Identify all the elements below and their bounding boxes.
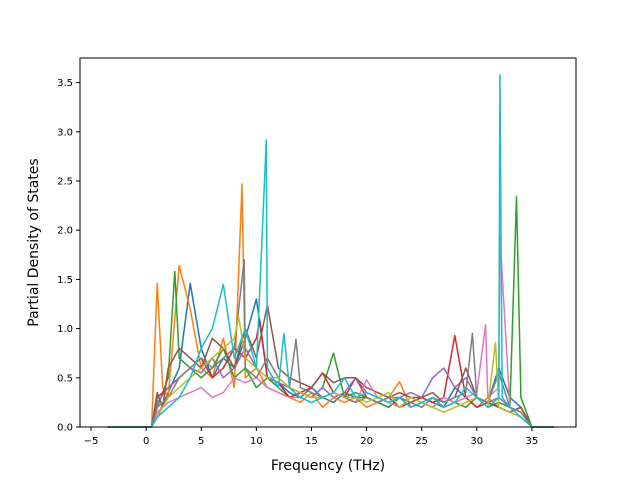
y-axis-ticks: 0.0 0.5 1.0 1.5 2.0 2.5 3.0 3.5 bbox=[57, 78, 80, 434]
x-tick-label: 5 bbox=[198, 436, 204, 447]
x-tick-label: 15 bbox=[305, 436, 318, 447]
y-tick-label: 2.5 bbox=[57, 177, 73, 188]
x-tick-label: 30 bbox=[470, 436, 483, 447]
y-tick-label: 2.0 bbox=[57, 226, 73, 237]
y-tick-label: 1.5 bbox=[57, 275, 73, 286]
x-tick-label: 25 bbox=[415, 436, 428, 447]
y-tick-label: 3.5 bbox=[57, 78, 73, 89]
y-tick-label: 3.0 bbox=[57, 127, 73, 138]
series-line-6 bbox=[107, 304, 554, 428]
x-tick-label: 0 bbox=[143, 436, 149, 447]
y-tick-label: 0.0 bbox=[57, 423, 73, 434]
series-line-10 bbox=[107, 73, 554, 428]
x-axis-ticks: −5 0 5 10 15 20 25 30 35 bbox=[84, 427, 539, 447]
x-tick-label: −5 bbox=[84, 436, 99, 447]
x-tick-label: 35 bbox=[526, 436, 539, 447]
x-tick-label: 20 bbox=[360, 436, 373, 447]
y-axis-label: Partial Density of States bbox=[26, 158, 42, 326]
x-tick-label: 10 bbox=[250, 436, 263, 447]
series-lines bbox=[107, 73, 554, 428]
x-axis-label: Frequency (THz) bbox=[271, 458, 385, 474]
y-tick-label: 0.5 bbox=[57, 373, 73, 384]
y-tick-label: 1.0 bbox=[57, 324, 73, 335]
plot-frame bbox=[79, 57, 577, 428]
